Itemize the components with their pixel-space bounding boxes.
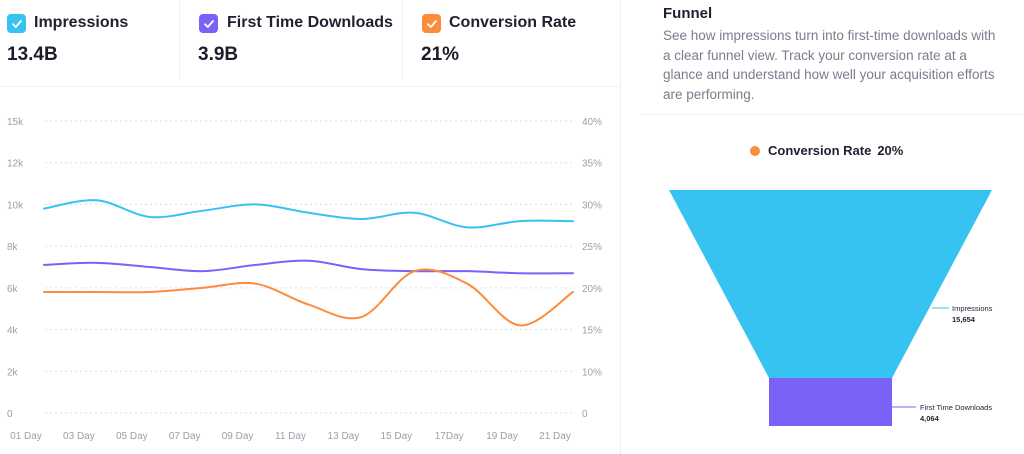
series-line-first-time-downloads [43,259,574,275]
series-line-conversion-rate [43,268,574,327]
funnel-stage-name: Impressions [952,304,993,313]
x-tick-label: 13 Day [328,431,360,442]
y-left-tick-label: 10k [7,200,24,211]
metrics-chart-card: Impressions 13.4B First Time Downloads 3… [0,0,621,454]
funnel-description: See how impressions turn into first-time… [663,28,996,102]
checkbox-checked-icon[interactable] [7,14,26,33]
funnel-stage-value: 4,064 [920,414,940,423]
metric-value: 13.4B [7,44,58,65]
y-left-tick-label: 6k [7,284,19,295]
y-right-tick-label: 10% [582,367,602,378]
funnel-panel: Funnel See how impressions turn into fir… [640,0,1024,454]
funnel-legend: Conversion Rate 20% [750,143,903,158]
y-left-tick-label: 4k [7,326,19,337]
x-tick-label: 03 Day [63,431,95,442]
series-line-impressions [43,199,574,229]
metric-label: Impressions [34,14,129,31]
y-right-tick-label: 15% [582,326,602,337]
metric-first-time-downloads[interactable]: First Time Downloads 3.9B [179,0,402,80]
x-tick-label: 09 Day [222,431,254,442]
metric-value: 3.9B [198,44,239,65]
x-tick-label: 15 Day [380,431,412,442]
metric-impressions[interactable]: Impressions 13.4B [0,0,178,80]
metric-value: 21% [421,44,460,65]
funnel-stage-name: First Time Downloads [920,403,992,412]
x-tick-label: 01 Day [10,431,42,442]
legend-label: Conversion Rate [768,143,872,158]
y-left-tick-label: 0 [7,409,13,420]
legend-dot-icon [750,145,760,156]
x-tick-label: 17Day [435,431,464,442]
metric-conversion-rate[interactable]: Conversion Rate 21% [402,0,621,80]
y-right-tick-label: 40% [582,117,602,128]
y-left-tick-label: 8k [7,242,19,253]
x-tick-label: 19 Day [486,431,518,442]
divider [640,114,1024,115]
funnel-title: Funnel [663,5,713,22]
checkbox-checked-icon[interactable] [422,14,441,33]
x-tick-label: 05 Day [116,431,148,442]
y-left-tick-label: 15k [7,117,24,128]
y-left-tick-label: 2k [7,367,19,378]
legend-value: 20% [877,143,904,158]
y-right-tick-label: 0 [582,409,588,420]
y-right-tick-label: 25% [582,242,602,253]
checkbox-checked-icon[interactable] [199,14,218,33]
x-tick-label: 07 Day [169,431,201,442]
x-tick-label: 21 Day [539,431,571,442]
x-tick-label: 11 Day [275,431,306,442]
y-right-tick-label: 35% [582,159,602,170]
metric-toggles: Impressions 13.4B First Time Downloads 3… [0,0,620,87]
metric-label: First Time Downloads [227,14,393,31]
y-right-tick-label: 20% [582,284,602,295]
y-left-tick-label: 12k [7,159,24,170]
funnel-stage-value: 15,654 [952,315,976,324]
funnel-stage-impressions [669,190,992,378]
metric-label: Conversion Rate [449,14,577,31]
funnel-chart: Impressions 15,654 First Time Downloads 4,0… [669,190,993,426]
line-chart: 0 0 2k 10% 4k 15% 6k 20% 8k 25% 10k 30% 12k 35% 15k 40%… [7,117,602,442]
y-right-tick-label: 30% [582,200,602,211]
funnel-stage-first-time-downloads [769,378,892,426]
